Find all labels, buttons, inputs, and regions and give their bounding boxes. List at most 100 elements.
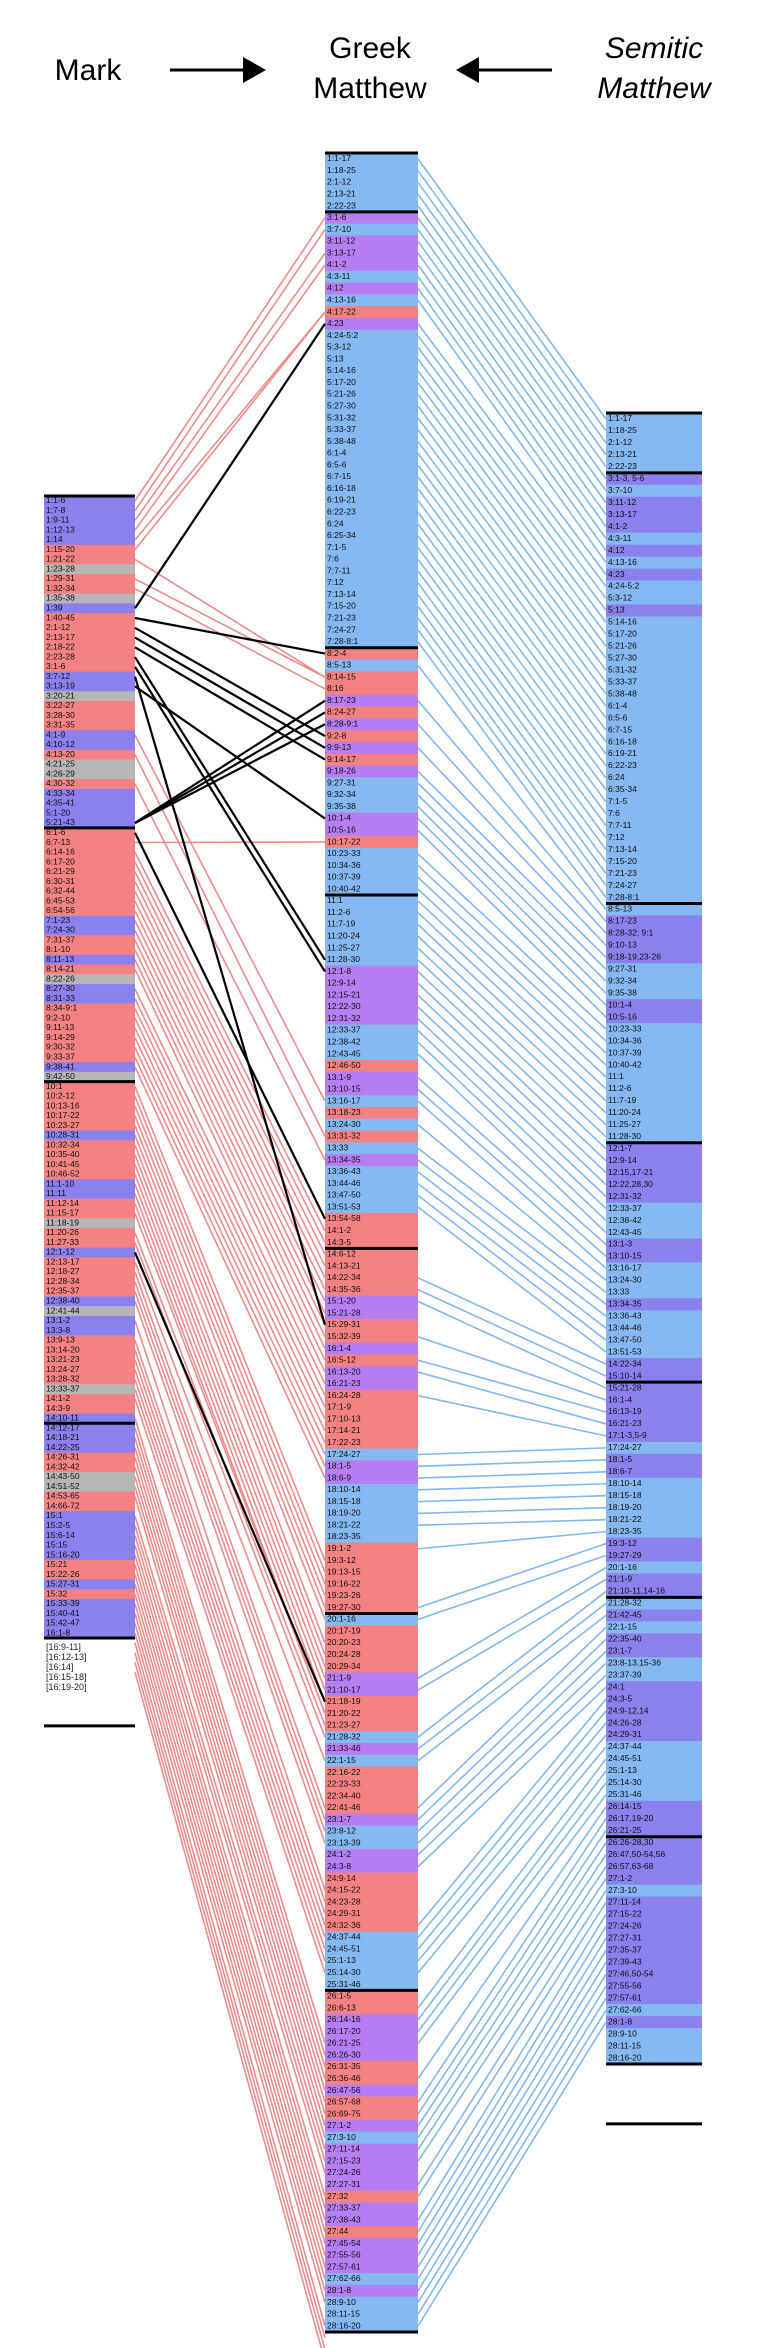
greek-semitic-link (417, 1997, 607, 2303)
greek-semitic-link (417, 1614, 607, 1762)
greek-segment (325, 953, 418, 967)
mark-segment (44, 1159, 135, 1170)
semitic-segment (606, 903, 702, 916)
semitic-segment-label: 18:23-35 (608, 1526, 642, 1536)
greek-segment (325, 1460, 418, 1473)
mark-segment (44, 925, 135, 936)
greek-segment (325, 1201, 418, 1214)
greek-segment (325, 883, 418, 896)
greek-segment (325, 1342, 418, 1355)
mark-greek-link (134, 930, 326, 1326)
mark-ending-label: [16:9-11] (46, 1642, 81, 1652)
greek-semitic-link (417, 452, 607, 707)
greek-segment-label: 22:1-15 (327, 1755, 356, 1765)
greek-segment (325, 683, 418, 696)
mark-greek-transposition-link (133, 676, 327, 1326)
semitic-segment (606, 987, 702, 1000)
semitic-segment (606, 1489, 702, 1503)
greek-semitic-link (417, 1335, 607, 1401)
greek-segment (325, 482, 418, 495)
greek-segment-label: 27:32 (327, 2191, 349, 2201)
greek-segment (325, 1695, 418, 1709)
mark-segment-label: 5:21-43 (46, 817, 75, 827)
semitic-segment (606, 975, 702, 988)
greek-segment (325, 1425, 418, 1438)
greek-segment (325, 1224, 418, 1238)
greek-semitic-link (417, 1182, 607, 1329)
greek-semitic-link (417, 935, 607, 1114)
mark-segment-label: 14:22-25 (46, 1442, 80, 1452)
greek-semitic-link (417, 829, 607, 1018)
mark-segment-label: 10:32-34 (46, 1139, 80, 1149)
greek-segment-label: 10:17-22 (327, 836, 361, 846)
greek-segment (325, 1048, 418, 1061)
greek-segment (325, 2178, 418, 2192)
mark-segment-label: 14:43-50 (46, 1471, 80, 1481)
semitic-segment-label: 27:27-31 (608, 1933, 642, 1943)
greek-segment-label: 26:31-35 (327, 2061, 361, 2071)
mark-segment-label: 11:12-14 (46, 1198, 79, 1208)
semitic-segment (606, 724, 702, 737)
semitic-segment (606, 2016, 702, 2029)
mark-segment (44, 1491, 135, 1502)
semitic-segment (606, 1884, 702, 1897)
semitic-matthew-column: 1:1-17 1:18-25 2:1-12 2:13-21 2:22-23 3:1-3, … (606, 411, 702, 2126)
greek-semitic-link (417, 582, 607, 839)
mark-segment (44, 1286, 135, 1297)
semitic-segment (606, 1848, 702, 1862)
greek-segment-label: 16:13-20 (327, 1366, 361, 1376)
semitic-segment (606, 424, 702, 438)
semitic-segment-label: 3:7-10 (608, 485, 632, 495)
mark-segment (44, 1501, 135, 1512)
greek-semitic-link (417, 370, 607, 623)
greek-segment (325, 1990, 418, 2003)
semitic-segment-label: 12:15,17-21 (608, 1167, 654, 1177)
greek-semitic-link (417, 2009, 607, 2315)
greek-segment (325, 541, 418, 554)
semitic-segment (606, 604, 702, 617)
greek-segment-label: 24:1-2 (327, 1849, 351, 1859)
semitic-segment (606, 568, 702, 581)
semitic-segment-label: 9:10-13 (608, 940, 637, 950)
column-headers: Mark Greek Matthew Semitic Matthew (55, 32, 713, 105)
greek-segment (325, 2167, 418, 2180)
semitic-segment-label: 27:11-14 (608, 1897, 641, 1907)
semitic-segment-label: 7:15-20 (608, 856, 637, 866)
semitic-segment-label: 5:14-16 (608, 617, 637, 627)
mark-segment (44, 564, 135, 575)
greek-segment (325, 1283, 418, 1296)
greek-semitic-link (417, 1447, 607, 1456)
mark-segment-label: 13:24-27 (46, 1364, 80, 1374)
greek-segment-label: 16:24-28 (327, 1390, 361, 1400)
greek-segment-label: 3:11-12 (327, 236, 355, 246)
mark-segment (44, 740, 135, 751)
greek-segment (325, 1896, 418, 1909)
greek-semitic-link (417, 1878, 607, 2162)
greek-segment-label: 12:1-8 (327, 966, 351, 976)
greek-semitic-link (417, 923, 607, 1102)
mark-segment-label: 14:32-42 (46, 1461, 80, 1471)
semitic-segment-label: 4:13-16 (608, 557, 637, 567)
greek-segment (325, 1743, 418, 1756)
mark-greek-link (134, 1174, 326, 1679)
greek-segment (325, 247, 418, 260)
mark-greek-link (134, 1447, 326, 2079)
semitic-segment (606, 1836, 702, 1850)
mark-greek-link (134, 1379, 326, 1950)
semitic-segment-label: 1:18-25 (608, 425, 637, 435)
semitic-segment-label: 3:1-3, 5-6 (608, 473, 645, 483)
greek-semitic-link (417, 1949, 607, 2256)
greek-segment (325, 659, 418, 672)
mark-greek-link (134, 1398, 326, 1974)
mark-segment (44, 583, 135, 595)
greek-segment (325, 730, 418, 743)
greek-semitic-link (417, 1662, 607, 1844)
greek-segment-label: 14:35-36 (327, 1284, 361, 1294)
mark-greek-link (134, 1457, 326, 2091)
greek-segment-label: 2:13-21 (327, 188, 356, 198)
semitic-segment-label: 8:17-23 (608, 916, 637, 926)
mark-segment (44, 515, 135, 526)
mark-segment (44, 759, 135, 770)
semitic-segment (606, 1537, 702, 1550)
greek-segment (325, 1531, 418, 1544)
